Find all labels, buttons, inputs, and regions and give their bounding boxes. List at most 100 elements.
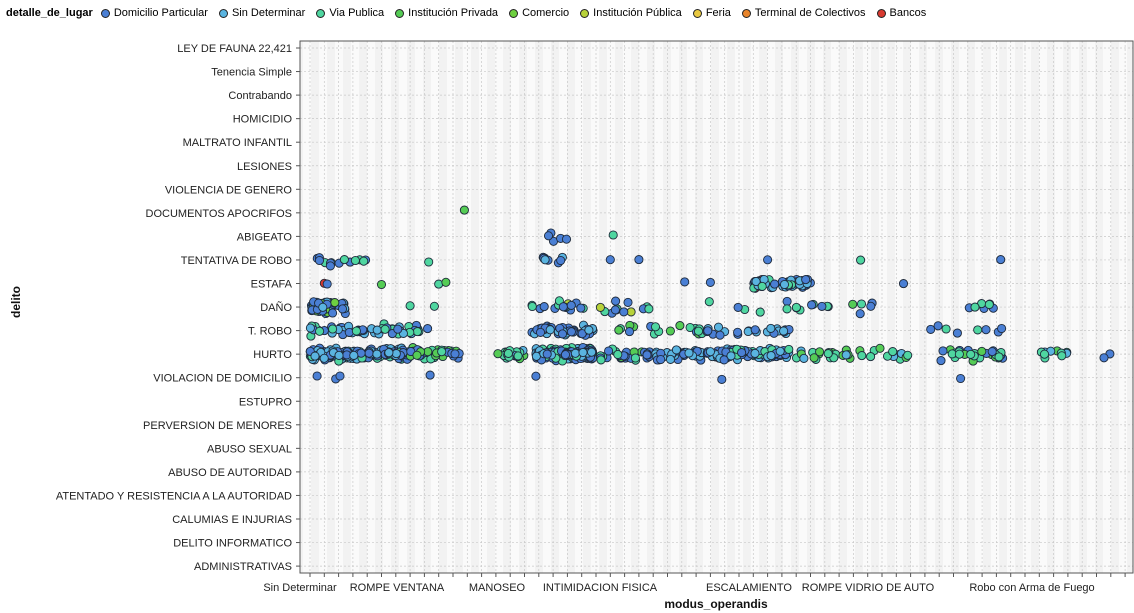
y-tick-label: Tenencia Simple	[211, 67, 292, 79]
x-tick-label: ROMPE VIDRIO DE AUTO	[802, 582, 935, 594]
data-point	[823, 349, 833, 359]
legend-marker	[741, 8, 751, 18]
data-point	[866, 352, 876, 362]
plot-stripe	[367, 41, 375, 573]
data-point	[856, 299, 867, 309]
data-point	[733, 302, 743, 312]
chart-legend: detalle_de_lugar Domicilio Particular Sin…	[6, 4, 937, 22]
data-point	[351, 326, 361, 336]
y-tick-label: LESIONES	[237, 161, 292, 173]
plot-stripe	[879, 41, 887, 573]
plot-stripe	[623, 41, 631, 573]
plot-stripe	[671, 41, 679, 573]
data-point	[493, 349, 503, 359]
data-point	[775, 346, 785, 356]
data-point	[312, 371, 322, 381]
legend-item: Institución Pública	[580, 7, 682, 19]
data-point	[791, 302, 801, 312]
plot-stripe	[1087, 41, 1095, 573]
plot-stripe	[415, 41, 423, 573]
data-point	[903, 350, 913, 360]
legend-label: Institución Privada	[408, 7, 499, 19]
data-point	[809, 353, 819, 363]
data-point	[997, 323, 1007, 334]
data-point	[535, 327, 546, 337]
x-tick-label: INTIMIDACION FISICA	[543, 582, 658, 594]
data-point	[425, 370, 435, 380]
plot-stripe	[895, 41, 903, 573]
plot-stripe	[447, 41, 455, 573]
plot-stripe	[1071, 41, 1079, 573]
data-point	[412, 350, 422, 360]
data-point	[531, 371, 541, 381]
data-point	[807, 300, 817, 310]
data-point	[675, 321, 685, 331]
x-axis-title: modus_operandis	[664, 597, 768, 611]
data-point	[349, 350, 359, 360]
plot-stripe	[687, 41, 695, 573]
plot-stripe	[767, 41, 775, 573]
data-point	[938, 346, 948, 356]
legend-item: Feria	[692, 7, 731, 19]
data-point	[334, 350, 344, 360]
y-tick-label: ATENTADO Y RESISTENCIA A LA AUTORIDAD	[56, 490, 292, 502]
data-point	[994, 352, 1004, 362]
data-point	[570, 348, 580, 358]
plot-stripe	[655, 41, 663, 573]
data-point	[941, 324, 951, 334]
data-point	[984, 299, 994, 310]
y-axis-title: delito	[9, 286, 23, 318]
data-point	[737, 348, 747, 358]
x-tick-label: ESCALAMIENTO	[706, 582, 792, 594]
legend-label: Institución Pública	[593, 7, 682, 19]
data-point	[713, 322, 724, 332]
data-point	[587, 347, 597, 357]
data-point	[866, 301, 876, 311]
data-point	[325, 261, 335, 271]
data-point	[987, 347, 997, 357]
data-point	[335, 371, 345, 381]
y-tick-label: MALTRATO INFANTIL	[183, 137, 292, 149]
plot-stripe	[607, 41, 615, 573]
legend-marker	[692, 8, 702, 18]
y-tick-label: DELITO INFORMATICO	[173, 538, 292, 550]
data-point	[857, 351, 867, 361]
data-point	[888, 347, 898, 357]
data-point	[578, 347, 588, 358]
data-point	[576, 303, 586, 313]
data-point	[779, 326, 789, 336]
data-point	[650, 322, 661, 332]
data-point	[364, 348, 374, 358]
data-point	[801, 275, 811, 285]
x-tick-label: MANOSEO	[469, 582, 526, 594]
data-point	[540, 255, 550, 265]
data-point	[429, 301, 439, 311]
data-point	[623, 297, 633, 307]
data-point	[898, 279, 909, 289]
plot-stripe	[911, 41, 919, 573]
data-point	[584, 325, 594, 335]
data-point	[954, 349, 964, 359]
legend-label: Bancos	[889, 7, 927, 19]
data-point	[561, 234, 572, 244]
data-point	[841, 350, 851, 360]
legend-item: Terminal de Colectivos	[741, 7, 866, 19]
plot-stripe	[383, 41, 391, 573]
data-point	[339, 255, 349, 265]
data-point	[977, 346, 987, 356]
data-point	[770, 279, 780, 289]
y-tick-label: ABUSO DE AUTORIDAD	[168, 467, 292, 479]
plot-stripe	[303, 41, 311, 573]
plot-stripe	[831, 41, 839, 573]
data-point	[763, 255, 773, 265]
data-point	[328, 324, 338, 334]
legend-label: Comercio	[522, 7, 570, 19]
legend-item: Institución Privada	[395, 7, 498, 19]
data-point	[566, 327, 576, 337]
data-point	[630, 353, 640, 363]
data-point	[412, 327, 422, 337]
data-point	[319, 353, 329, 363]
data-point	[611, 296, 621, 306]
data-point	[318, 302, 328, 312]
